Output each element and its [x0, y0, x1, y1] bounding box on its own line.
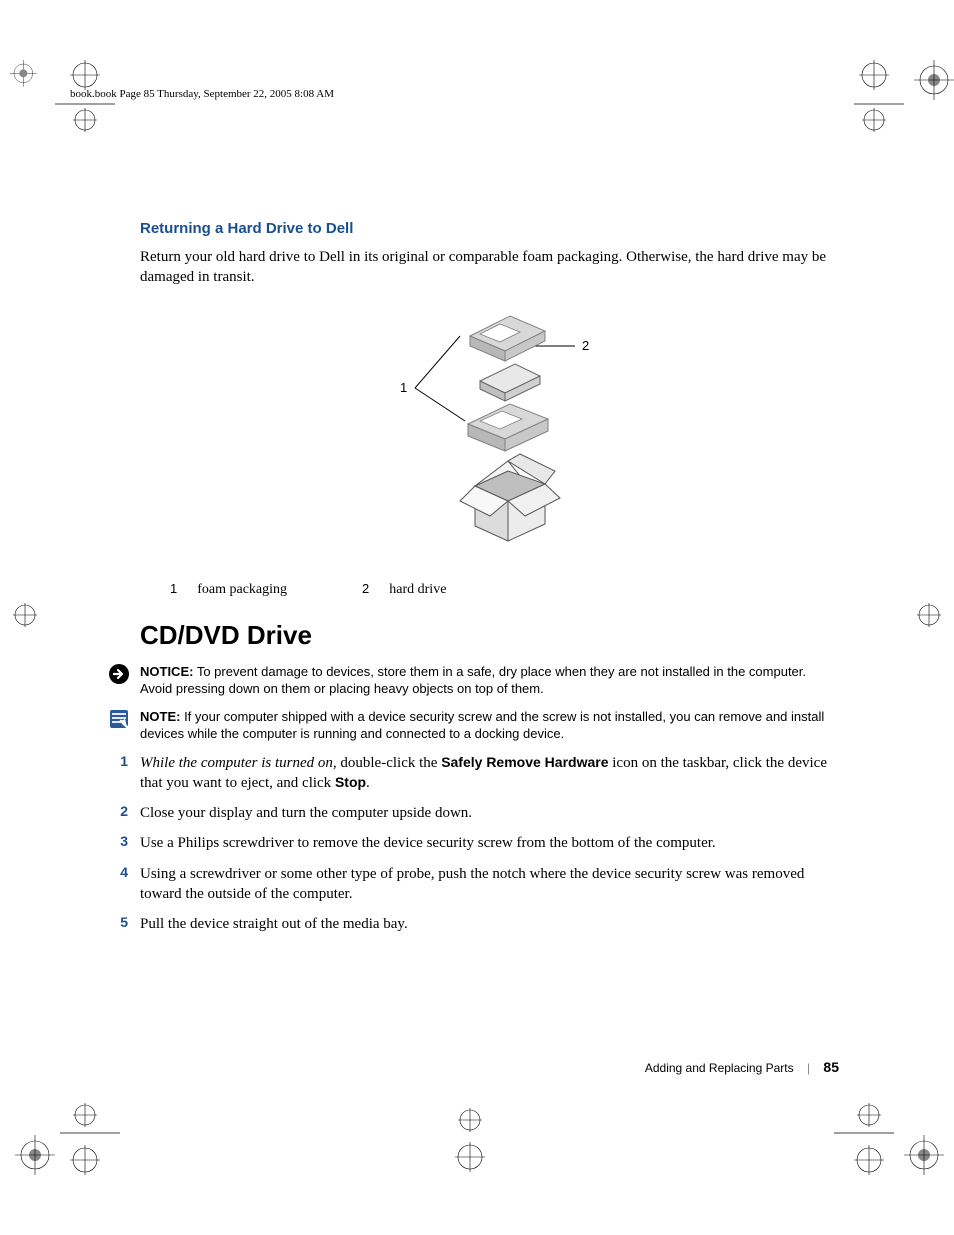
subheading-returning: Returning a Hard Drive to Dell: [140, 220, 840, 237]
notice-callout: NOTICE: To prevent damage to devices, st…: [140, 663, 840, 698]
legend-label: foam packaging: [197, 582, 287, 598]
step-text: Close your display and turn the computer…: [140, 803, 472, 823]
hard-drive-icon: [480, 364, 540, 401]
step-number: 4: [114, 864, 128, 905]
step-1: 1 While the computer is turned on, doubl…: [140, 753, 840, 794]
steps-list: 1 While the computer is turned on, doubl…: [140, 753, 840, 935]
diagram-callout-2: 2: [582, 338, 589, 353]
note-callout: NOTE: If your computer shipped with a de…: [140, 708, 840, 743]
heading-cddvd: CD/DVD Drive: [140, 620, 840, 651]
step-number: 1: [114, 753, 128, 794]
legend-label: hard drive: [389, 582, 446, 598]
crop-mark-tr: [854, 60, 954, 140]
diagram-legend: 1 foam packaging 2 hard drive: [170, 581, 840, 598]
footer-page-number: 85: [823, 1059, 839, 1075]
step-2: 2 Close your display and turn the comput…: [140, 803, 840, 823]
crop-mark-bc: [440, 1095, 500, 1175]
step-number: 2: [114, 803, 128, 823]
step-4: 4 Using a screwdriver or some other type…: [140, 864, 840, 905]
step-number: 3: [114, 833, 128, 853]
footer-separator: |: [807, 1061, 810, 1075]
step-text: Use a Philips screwdriver to remove the …: [140, 833, 716, 853]
step-text: While the computer is turned on, double-…: [140, 753, 840, 794]
note-icon: [108, 708, 130, 730]
crop-mark-tl2: [55, 60, 115, 140]
crop-mark-bl: [0, 1095, 120, 1175]
packaging-diagram: 2 1: [140, 306, 840, 561]
crop-mark-br: [834, 1095, 954, 1175]
step-3: 3 Use a Philips screwdriver to remove th…: [140, 833, 840, 853]
page-footer: Adding and Replacing Parts | 85: [645, 1059, 839, 1075]
crop-mark-mr: [904, 595, 954, 635]
foam-bottom-icon: [468, 404, 548, 451]
step-text: Using a screwdriver or some other type o…: [140, 864, 840, 905]
box-icon: [460, 454, 560, 541]
legend-item-2: 2 hard drive: [362, 581, 446, 598]
crop-mark-tl: [0, 60, 40, 100]
step-text: Pull the device straight out of the medi…: [140, 914, 408, 934]
foam-top-icon: [470, 316, 545, 361]
returning-body: Return your old hard drive to Dell in it…: [140, 247, 840, 288]
step-number: 5: [114, 914, 128, 934]
step-5: 5 Pull the device straight out of the me…: [140, 914, 840, 934]
page-content: Returning a Hard Drive to Dell Return yo…: [140, 220, 840, 944]
print-header: book.book Page 85 Thursday, September 22…: [70, 88, 334, 100]
diagram-callout-1: 1: [400, 380, 407, 395]
footer-chapter: Adding and Replacing Parts: [645, 1061, 794, 1075]
notice-icon: [108, 663, 130, 685]
notice-text: NOTICE: To prevent damage to devices, st…: [140, 663, 840, 698]
legend-item-1: 1 foam packaging: [170, 581, 287, 598]
crop-mark-ml: [0, 595, 50, 635]
legend-num: 2: [362, 581, 369, 596]
note-text: NOTE: If your computer shipped with a de…: [140, 708, 840, 743]
legend-num: 1: [170, 581, 177, 596]
